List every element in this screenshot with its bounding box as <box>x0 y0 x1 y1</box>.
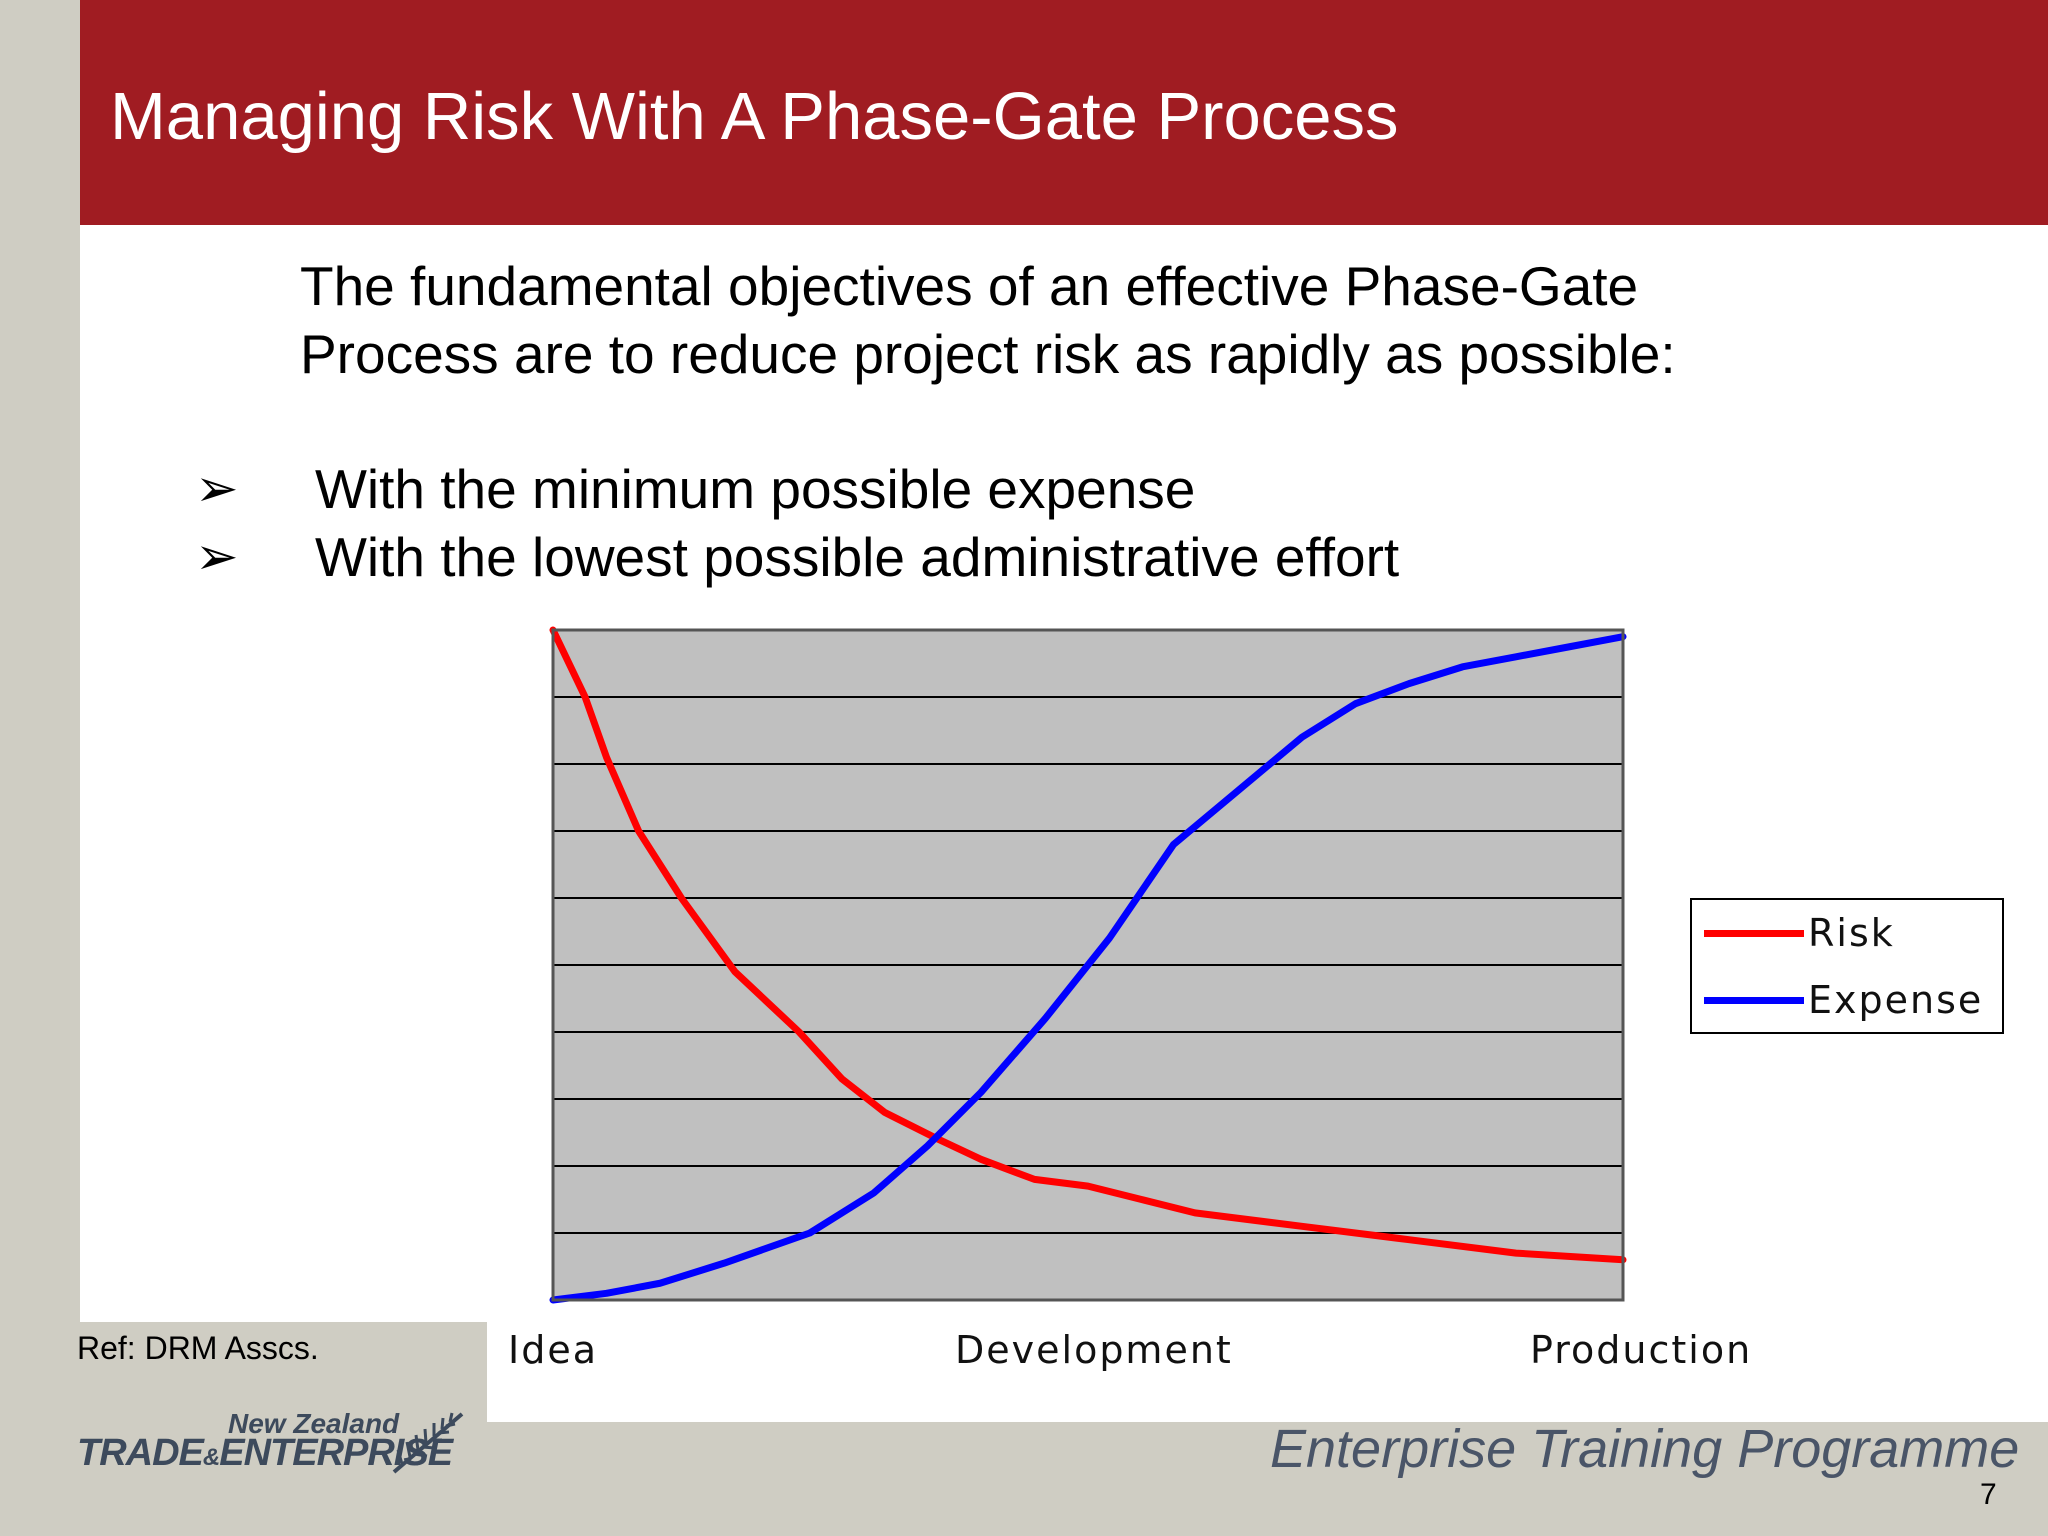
arrow-bullet-icon: ➢ <box>195 527 239 587</box>
series-line-expense <box>549 633 1627 1304</box>
legend-swatch-risk <box>1704 929 1804 937</box>
x-axis-strip <box>487 1322 2048 1422</box>
page-number: 7 <box>1980 1478 1997 1511</box>
x-tick-idea: Idea <box>508 1328 598 1372</box>
bullet-item: ➢ With the minimum possible expense <box>195 455 1399 523</box>
reference-note: Ref: DRM Asscs. <box>77 1330 319 1366</box>
bullet-list: ➢ With the minimum possible expense ➢ Wi… <box>195 455 1399 591</box>
fern-icon <box>392 1412 464 1474</box>
plot-border <box>551 628 1625 1302</box>
x-tick-development: Development <box>955 1328 1233 1372</box>
slide-title: Managing Risk With A Phase-Gate Process <box>110 79 1399 154</box>
intro-text: The fundamental objectives of an effecti… <box>300 255 1676 385</box>
chart-legend: Risk Expense <box>1690 898 2004 1034</box>
title-bar <box>80 0 2048 225</box>
legend-item-risk: Risk <box>1704 911 1895 955</box>
bullet-text: With the lowest possible administrative … <box>315 526 1400 588</box>
legend-label-expense: Expense <box>1808 978 1984 1022</box>
legend-swatch-expense <box>1704 996 1804 1004</box>
legend-item-expense: Expense <box>1704 978 1984 1022</box>
brand-country: New Zealand <box>228 1408 400 1439</box>
brand-name-trade: TRADE <box>77 1432 204 1474</box>
arrow-bullet-icon: ➢ <box>195 459 239 519</box>
bullet-item: ➢ With the lowest possible administrativ… <box>195 523 1399 591</box>
brand-ampersand: & <box>202 1444 220 1471</box>
grid-lines <box>553 696 1623 1234</box>
legend-label-risk: Risk <box>1808 911 1895 955</box>
series-lines <box>549 626 1627 1304</box>
programme-name: Enterprise Training Programme <box>1270 1419 2020 1479</box>
x-tick-production: Production <box>1530 1328 1753 1372</box>
reference-panel <box>80 1322 487 1442</box>
bullet-text: With the minimum possible expense <box>315 458 1196 520</box>
